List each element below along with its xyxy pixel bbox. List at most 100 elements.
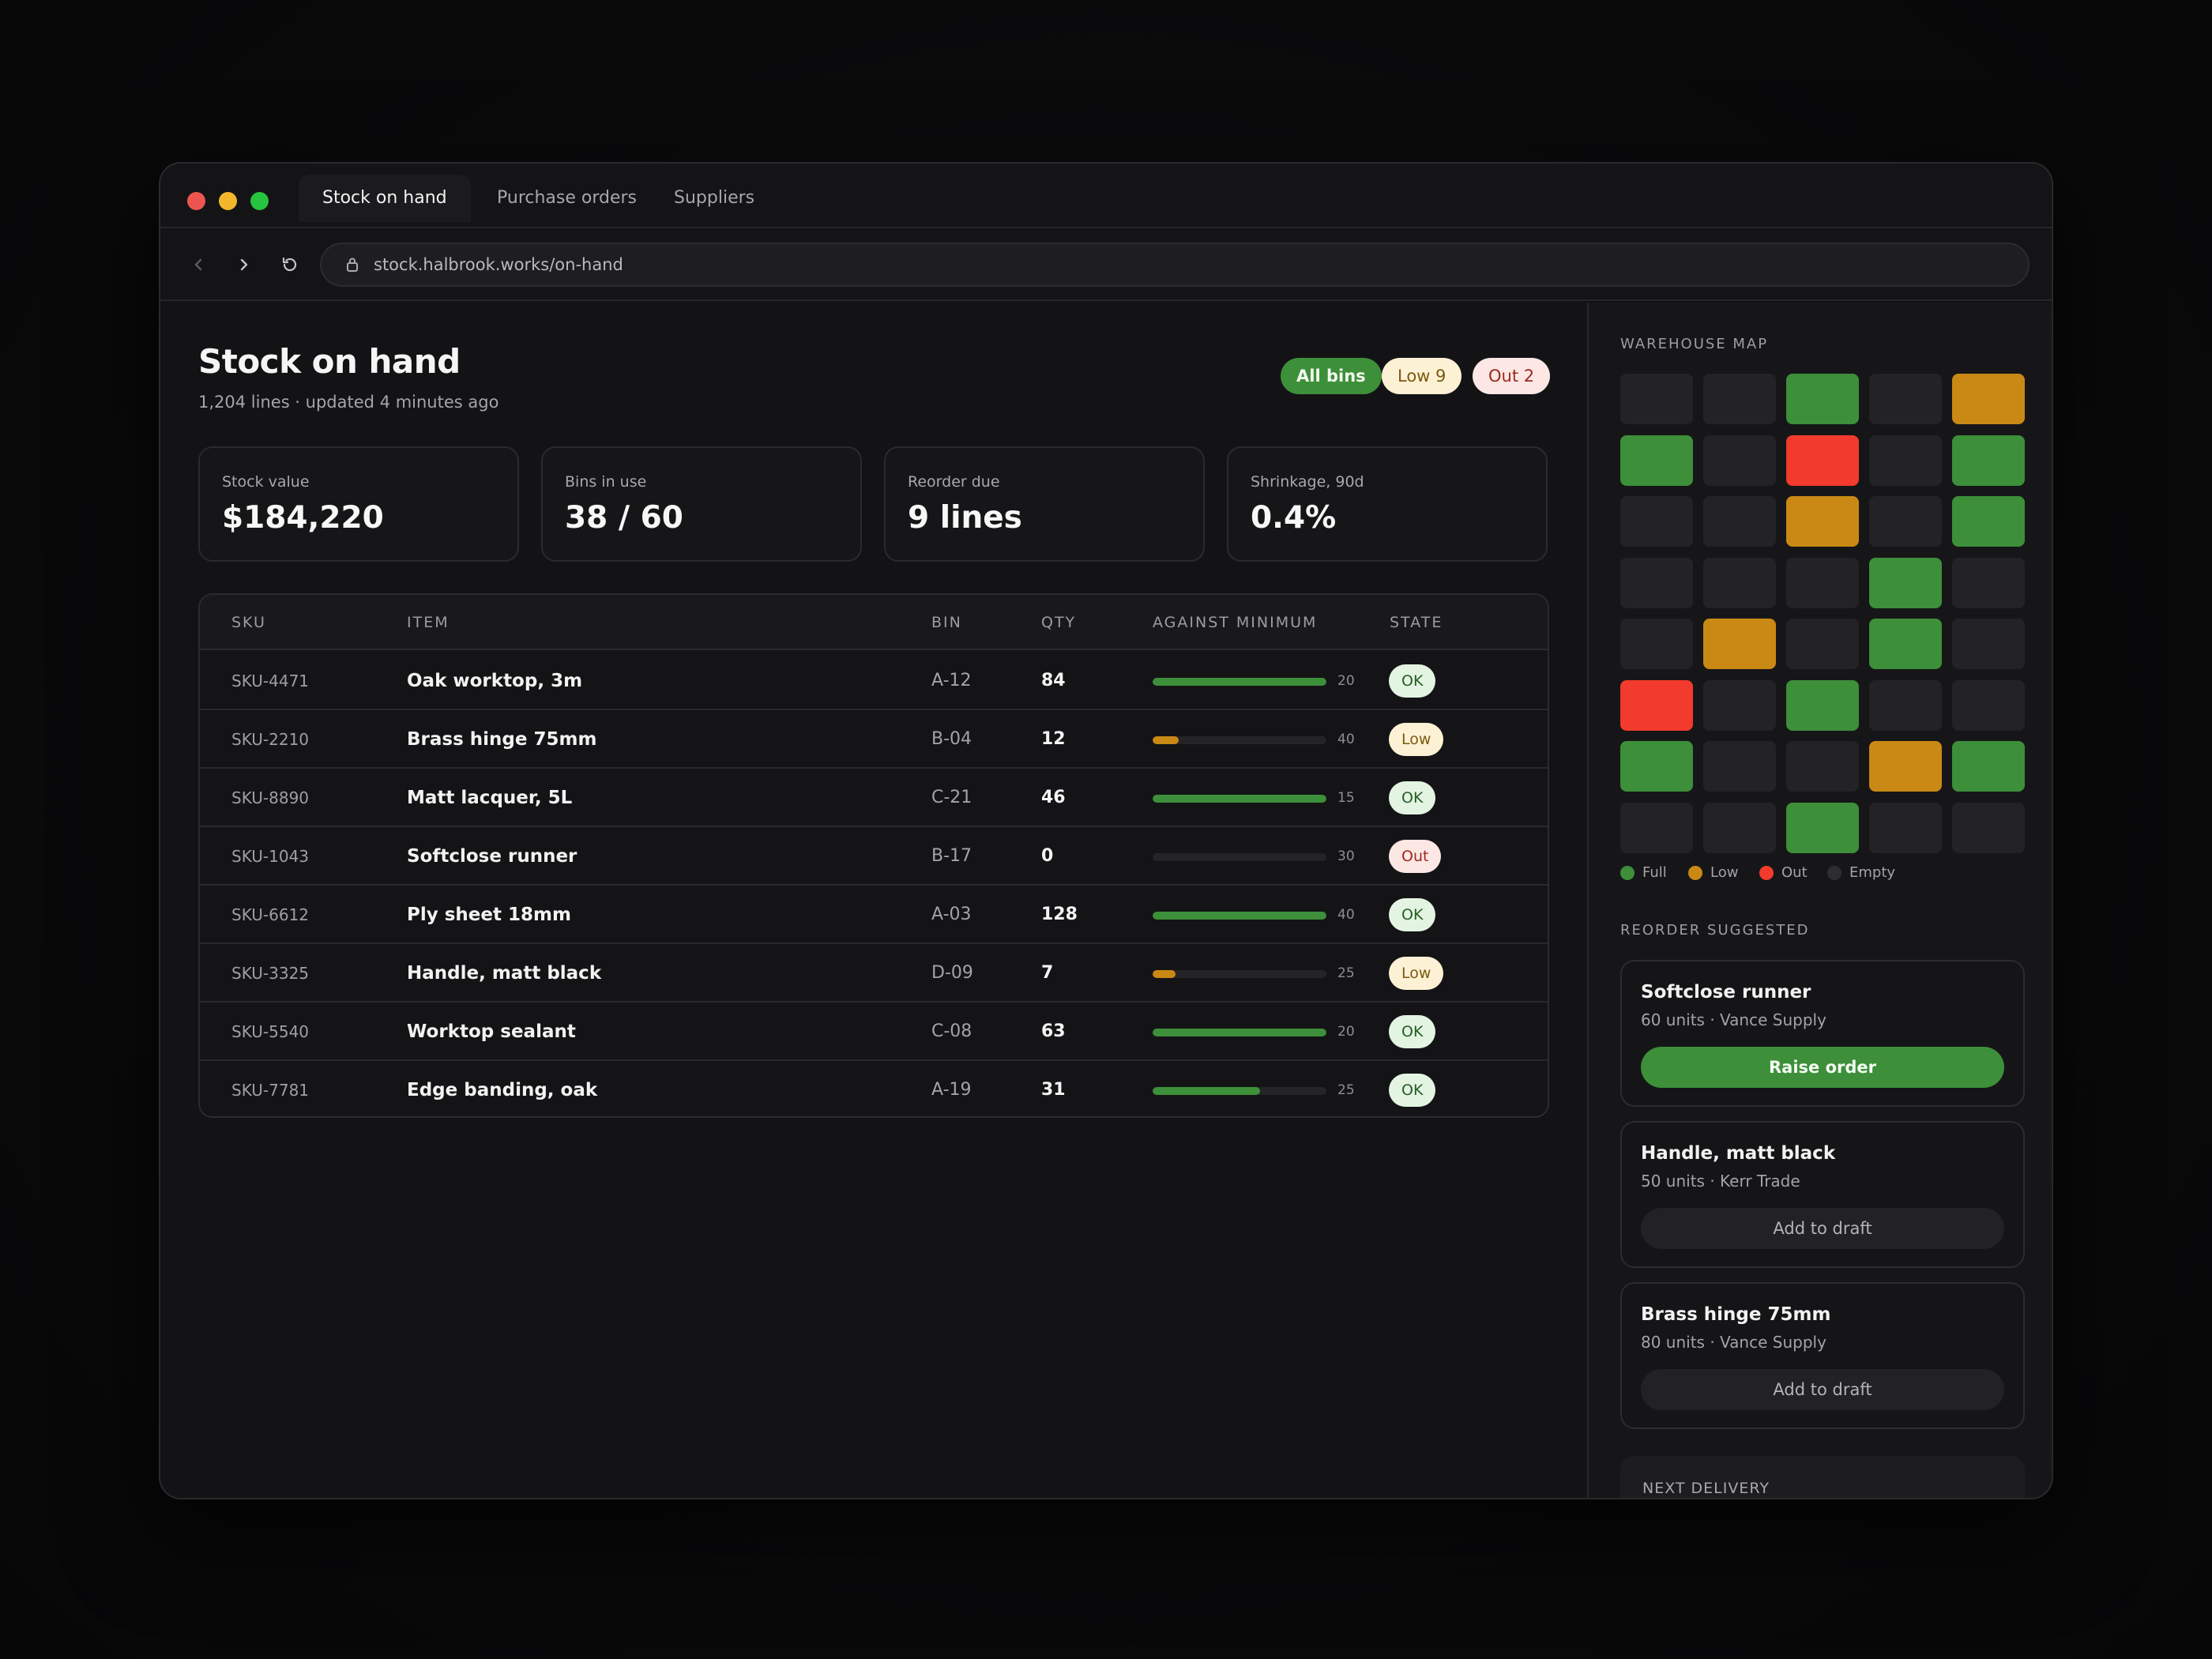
stat-card-shrinkage: Shrinkage, 90d 0.4%: [1227, 446, 1548, 562]
bin-cell-empty[interactable]: [1786, 741, 1859, 792]
minimum-progress-bar: [1153, 1087, 1326, 1095]
qty-cell: 46: [1041, 788, 1066, 807]
legend-full: Full: [1620, 863, 1667, 882]
bin-cell-full[interactable]: [1952, 741, 2025, 792]
tab-stock-on-hand[interactable]: Stock on hand: [299, 175, 471, 222]
item-cell: Worktop sealant: [407, 1021, 576, 1042]
sku-cell: SKU-6612: [231, 905, 310, 924]
bin-cell-full[interactable]: [1952, 435, 2025, 486]
bin-cell-empty[interactable]: [1703, 558, 1776, 608]
bin-cell-empty[interactable]: [1703, 803, 1776, 853]
bin-cell-empty[interactable]: [1620, 496, 1693, 547]
bin-cell-empty[interactable]: [1869, 374, 1942, 424]
url-field[interactable]: stock.halbrook.works/on-hand: [320, 243, 2030, 287]
bin-cell-full[interactable]: [1786, 680, 1859, 731]
bin-cell: A-03: [931, 905, 972, 924]
tab-suppliers[interactable]: Suppliers: [674, 188, 755, 208]
qty-cell: 63: [1041, 1021, 1066, 1041]
raise-order-button[interactable]: Raise order: [1641, 1047, 2004, 1088]
column-header-bin[interactable]: BIN: [931, 614, 962, 631]
state-badge: Low: [1389, 723, 1444, 756]
bin-cell-empty[interactable]: [1703, 435, 1776, 486]
bin-cell-empty[interactable]: [1952, 680, 2025, 731]
column-header-against-minimum[interactable]: AGAINST MINIMUM: [1153, 614, 1318, 631]
bin-cell-full[interactable]: [1869, 619, 1942, 669]
minimum-progress-fill: [1153, 795, 1326, 803]
bin-cell-full[interactable]: [1952, 496, 2025, 547]
bin-cell: A-19: [931, 1080, 972, 1100]
item-cell: Edge banding, oak: [407, 1080, 598, 1100]
stat-value: 38 / 60: [565, 500, 683, 536]
bin-cell-out[interactable]: [1620, 680, 1693, 731]
table-row[interactable]: SKU-5540 Worktop sealant C-08 63 20 OK: [200, 1003, 1548, 1061]
bin-cell-empty[interactable]: [1869, 496, 1942, 547]
column-header-item[interactable]: ITEM: [407, 614, 450, 631]
table-row[interactable]: SKU-7781 Edge banding, oak A-19 31 25 OK: [200, 1061, 1548, 1116]
maximize-window-button[interactable]: [250, 192, 269, 210]
bin-cell-empty[interactable]: [1786, 619, 1859, 669]
bin-cell-empty[interactable]: [1786, 558, 1859, 608]
tab-purchase-orders[interactable]: Purchase orders: [497, 188, 638, 208]
sku-cell: SKU-4471: [231, 672, 310, 690]
bin-cell-empty[interactable]: [1620, 558, 1693, 608]
reorder-card: Brass hinge 75mm 80 units · Vance Supply…: [1620, 1282, 2025, 1429]
minimum-progress-bar: [1153, 1029, 1326, 1036]
forward-button[interactable]: [228, 249, 260, 280]
bin-cell-empty[interactable]: [1703, 741, 1776, 792]
table-row[interactable]: SKU-2210 Brass hinge 75mm B-04 12 40 Low: [200, 710, 1548, 769]
browser-window: Stock on hand Purchase orders Suppliers …: [159, 162, 2053, 1499]
bin-cell-empty[interactable]: [1703, 680, 1776, 731]
column-header-qty[interactable]: QTY: [1041, 614, 1077, 631]
bin-cell-empty[interactable]: [1703, 496, 1776, 547]
minimum-progress-fill: [1153, 912, 1326, 920]
filter-out[interactable]: Out 2: [1473, 358, 1551, 394]
bin-cell-full[interactable]: [1786, 803, 1859, 853]
item-cell: Brass hinge 75mm: [407, 729, 597, 750]
bin-cell-low[interactable]: [1786, 496, 1859, 547]
address-bar: stock.halbrook.works/on-hand: [160, 230, 2052, 301]
column-header-sku[interactable]: SKU: [231, 614, 266, 631]
table-row[interactable]: SKU-3325 Handle, matt black D-09 7 25 Low: [200, 944, 1548, 1003]
bin-cell-full[interactable]: [1620, 741, 1693, 792]
back-button[interactable]: [182, 249, 214, 280]
minimum-value: 20: [1337, 1024, 1355, 1040]
bin-cell-empty[interactable]: [1952, 558, 2025, 608]
bin-cell-low[interactable]: [1703, 619, 1776, 669]
minimum-progress-fill: [1153, 1087, 1261, 1095]
legend-label: Empty: [1849, 864, 1896, 881]
bin-cell-empty[interactable]: [1952, 619, 2025, 669]
bin-cell-empty[interactable]: [1620, 619, 1693, 669]
sku-cell: SKU-7781: [231, 1081, 310, 1100]
table-row[interactable]: SKU-6612 Ply sheet 18mm A-03 128 40 OK: [200, 886, 1548, 944]
bin-cell-out[interactable]: [1786, 435, 1859, 486]
bin-cell: A-12: [931, 671, 972, 690]
bin-cell-empty[interactable]: [1952, 803, 2025, 853]
bin-cell-full[interactable]: [1786, 374, 1859, 424]
bin-cell-full[interactable]: [1869, 558, 1942, 608]
add-to-draft-button[interactable]: Add to draft: [1641, 1208, 2004, 1249]
bin-cell-empty[interactable]: [1869, 680, 1942, 731]
table-row[interactable]: SKU-1043 Softclose runner B-17 0 30 Out: [200, 827, 1548, 886]
bin-cell-low[interactable]: [1952, 374, 2025, 424]
bin-cell-empty[interactable]: [1703, 374, 1776, 424]
column-header-state[interactable]: STATE: [1390, 614, 1443, 631]
minimize-window-button[interactable]: [219, 192, 237, 210]
qty-cell: 7: [1041, 963, 1054, 983]
bin-cell-empty[interactable]: [1620, 374, 1693, 424]
filter-low[interactable]: Low 9: [1382, 358, 1462, 394]
table-row[interactable]: SKU-4471 Oak worktop, 3m A-12 84 20 OK: [200, 652, 1548, 710]
bin-cell-empty[interactable]: [1869, 803, 1942, 853]
close-window-button[interactable]: [187, 192, 205, 210]
add-to-draft-button[interactable]: Add to draft: [1641, 1369, 2004, 1410]
url-text: stock.halbrook.works/on-hand: [374, 255, 623, 274]
filter-all-bins[interactable]: All bins: [1281, 358, 1382, 394]
table-row[interactable]: SKU-8890 Matt lacquer, 5L C-21 46 15 OK: [200, 769, 1548, 827]
bin-cell-full[interactable]: [1620, 435, 1693, 486]
bin-cell-empty[interactable]: [1620, 803, 1693, 853]
state-badge: Out: [1389, 840, 1442, 873]
minimum-value: 30: [1337, 848, 1355, 864]
bin-cell-empty[interactable]: [1869, 435, 1942, 486]
bin-cell-low[interactable]: [1869, 741, 1942, 792]
reload-button[interactable]: [274, 249, 306, 280]
lock-icon: [347, 258, 358, 272]
